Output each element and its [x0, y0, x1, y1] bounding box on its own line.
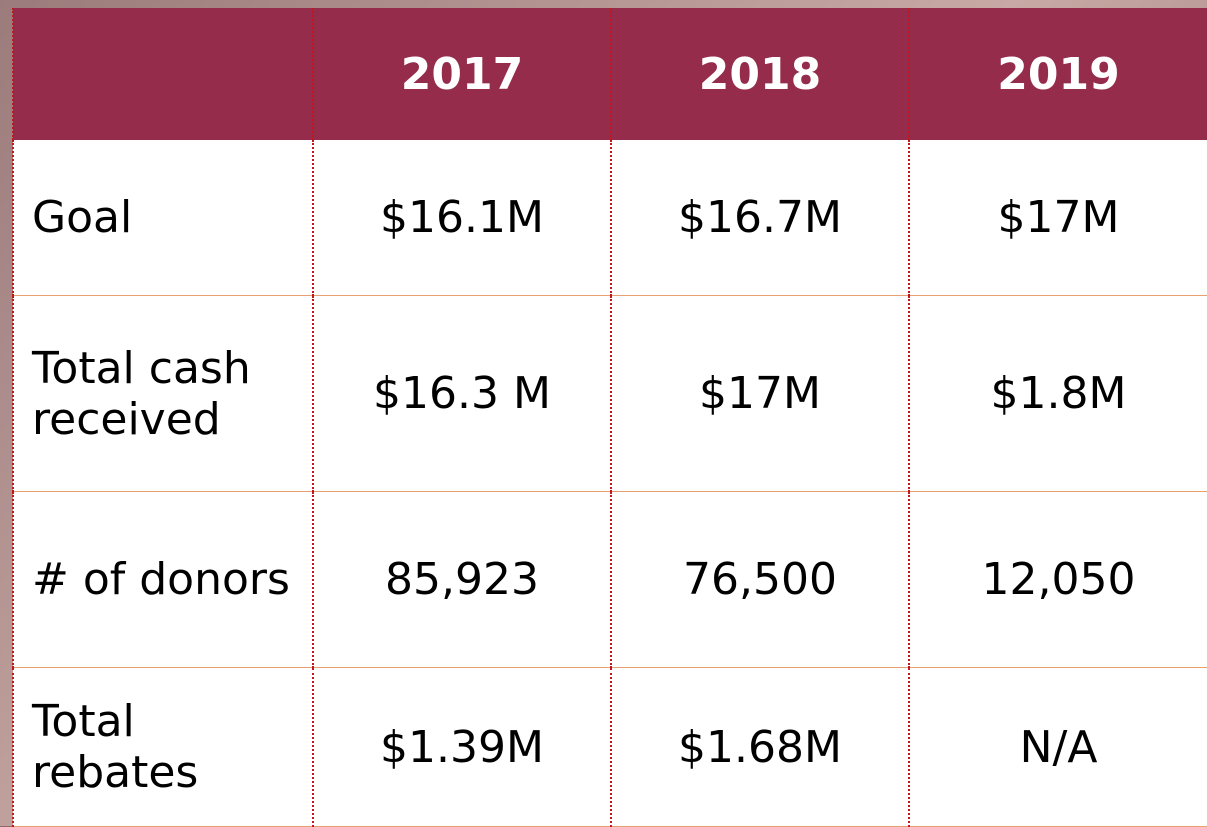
header-row: 2017 2018 2019	[12, 8, 1207, 140]
cell: N/A	[908, 667, 1207, 827]
cell: $1.8M	[908, 295, 1207, 492]
cell: 12,050	[908, 491, 1207, 668]
row-label: Total cash received	[12, 295, 313, 492]
cell: 76,500	[610, 491, 909, 668]
data-table: 2017 2018 2019 Goal $16.1M $16.7M $17M Total ca…	[12, 8, 1207, 827]
row-label: Total rebates	[12, 667, 313, 827]
cell: $1.68M	[610, 667, 909, 827]
cell: $16.7M	[610, 140, 909, 296]
cell: $16.3 M	[312, 295, 611, 492]
table-row: # of donors 85,923 76,500 12,050	[12, 491, 1207, 668]
cell: $1.39M	[312, 667, 611, 827]
header-cell	[12, 8, 313, 140]
table-row: Goal $16.1M $16.7M $17M	[12, 140, 1207, 296]
cell: $17M	[908, 140, 1207, 296]
header-cell: 2017	[312, 8, 611, 140]
table-row: Total cash received $16.3 M $17M $1.8M	[12, 295, 1207, 492]
row-label: Goal	[12, 140, 313, 296]
header-cell: 2019	[908, 8, 1207, 140]
cell: $17M	[610, 295, 909, 492]
table-row: Total rebates $1.39M $1.68M N/A	[12, 667, 1207, 827]
cell: 85,923	[312, 491, 611, 668]
row-label: # of donors	[12, 491, 313, 668]
header-cell: 2018	[610, 8, 909, 140]
cell: $16.1M	[312, 140, 611, 296]
